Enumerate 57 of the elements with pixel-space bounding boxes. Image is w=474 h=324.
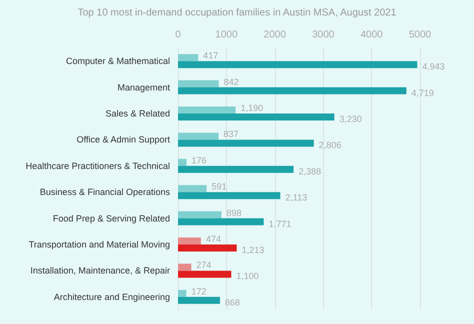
bar [178,106,236,114]
bar [178,166,294,173]
data-label: 837 [224,129,239,140]
y-tick-label: Sales & Related [105,108,170,118]
data-label: 417 [203,50,218,61]
data-label: 4,719 [411,88,434,98]
bar [178,290,186,297]
x-tick-label: 2000 [264,30,286,40]
data-label: 172 [191,286,206,296]
x-tick-label: 3000 [312,30,335,40]
x-tick-label: 5000 [408,30,432,40]
data-label: 2,388 [298,166,322,176]
data-label: 1,213 [242,245,264,255]
y-tick-label: Management [117,82,170,92]
y-tick-label: Installation, Maintenance, & Repair [30,266,170,276]
data-label: 2,113 [285,192,308,203]
x-tick-label: 4000 [360,30,384,40]
x-tick-label: 0 [175,30,182,40]
x-tick-label: 1000 [215,30,238,40]
data-label: 1,771 [268,218,292,229]
bar [178,218,264,226]
data-label: 3,230 [339,114,362,124]
y-tick-label: Office & Admin Support [76,134,170,145]
bar [178,114,334,120]
bar [178,185,207,192]
bar [178,54,198,62]
y-tick-label: Food Prep & Serving Related [52,213,170,224]
data-label: 4,943 [422,62,445,72]
y-tick-label: Transportation and Material Moving [28,240,170,250]
bar [178,211,222,218]
y-tick-label: Healthcare Practitioners & Technical [26,160,170,171]
y-tick-label: Business & Financial Operations [40,187,170,198]
bar [178,80,219,88]
data-label: 474 [206,234,221,244]
data-label: 2,806 [318,140,342,150]
data-label: 842 [224,76,239,87]
bar [178,238,201,244]
bar [178,192,280,200]
bar [178,296,220,304]
data-label: 591 [212,182,227,192]
y-tick-label: Architecture and Engineering [54,292,170,302]
data-label: 898 [226,208,242,218]
data-label: 274 [196,260,212,270]
bar [178,61,418,68]
bar [178,158,187,166]
bar [178,264,192,271]
data-label: 1,100 [236,271,259,282]
data-label: 868 [225,297,240,308]
bar [178,140,314,147]
data-label: 1,190 [240,103,264,113]
bar [178,244,237,252]
y-tick-label: Computer & Mathematical [66,56,170,66]
chart-subtitle: Top 10 most in-demand occupation families in Austin MSA, August 2021 [78,8,397,18]
bar [178,87,406,94]
data-label: 176 [192,155,207,166]
bar [178,132,219,140]
bar [178,270,232,278]
